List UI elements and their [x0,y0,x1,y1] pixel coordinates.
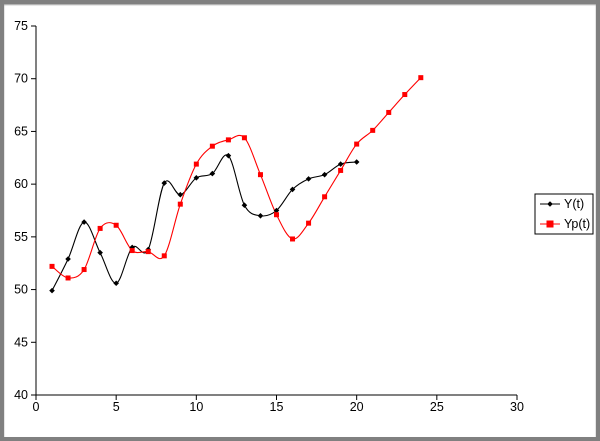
svg-text:20: 20 [350,400,364,414]
svg-text:40: 40 [14,388,28,402]
svg-text:45: 45 [14,335,28,349]
svg-text:Yp(t): Yp(t) [564,217,590,231]
svg-text:Y(t): Y(t) [564,197,584,211]
svg-text:15: 15 [270,400,284,414]
svg-text:0: 0 [33,400,40,414]
svg-text:55: 55 [14,230,28,244]
svg-text:60: 60 [14,177,28,191]
svg-text:10: 10 [189,400,203,414]
svg-text:50: 50 [14,283,28,297]
svg-text:25: 25 [430,400,444,414]
svg-text:5: 5 [113,400,120,414]
svg-text:30: 30 [510,400,524,414]
svg-text:65: 65 [14,124,28,138]
svg-text:75: 75 [14,19,28,33]
svg-text:70: 70 [14,72,28,86]
